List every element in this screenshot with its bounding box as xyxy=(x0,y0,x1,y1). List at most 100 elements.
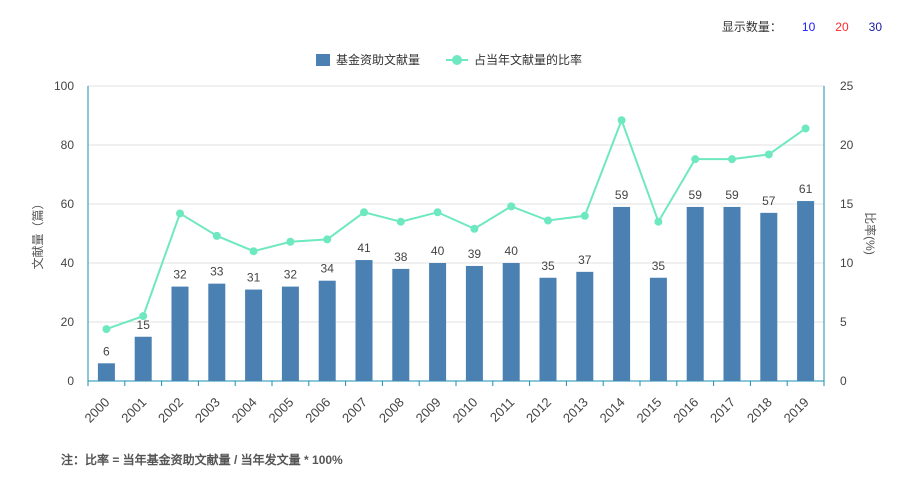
y2-axis-title: 比率(%) xyxy=(863,212,878,255)
bar-value-label: 31 xyxy=(247,271,261,285)
bar xyxy=(208,283,226,381)
legend-line-swatch xyxy=(446,54,468,66)
ratio-point xyxy=(433,208,442,217)
ratio-point xyxy=(176,209,184,218)
x-tick-label: 2012 xyxy=(523,395,554,426)
bar xyxy=(723,206,741,381)
bar xyxy=(686,206,704,381)
bar-value-label: 34 xyxy=(321,262,335,276)
x-tick-label: 2019 xyxy=(781,395,812,426)
x-tick-label: 2018 xyxy=(744,395,775,426)
ratio-point xyxy=(617,116,626,125)
y-tick-label: 20 xyxy=(61,315,75,329)
x-tick-label: 2008 xyxy=(376,395,407,426)
y-tick-label: 40 xyxy=(61,256,75,270)
ratio-point xyxy=(323,235,332,244)
ratio-point xyxy=(470,224,479,233)
x-tick-label: 2017 xyxy=(707,395,738,426)
bar-value-label: 40 xyxy=(505,244,519,258)
ratio-point xyxy=(212,231,221,240)
ratio-point xyxy=(801,124,810,133)
x-tick-label: 2009 xyxy=(413,395,444,426)
y2-tick-label: 15 xyxy=(840,197,854,211)
x-tick-label: 2005 xyxy=(265,395,296,426)
x-tick-label: 2014 xyxy=(597,395,628,426)
display-count-option-10[interactable]: 10 xyxy=(801,19,816,34)
bar-value-label: 59 xyxy=(725,188,739,202)
y-tick-label: 60 xyxy=(61,197,75,211)
y-tick-label: 80 xyxy=(61,138,75,152)
ratio-point xyxy=(139,312,148,321)
x-tick-label: 2004 xyxy=(229,395,260,426)
bar xyxy=(281,286,299,381)
bar-value-label: 37 xyxy=(578,253,592,267)
y2-tick-label: 20 xyxy=(840,138,854,152)
bar xyxy=(539,277,557,381)
bar xyxy=(134,336,152,381)
bar-value-label: 61 xyxy=(799,182,813,196)
bar xyxy=(760,212,778,381)
ratio-point xyxy=(764,150,773,159)
display-count-label: 显示数量： xyxy=(721,20,782,34)
bar-value-label: 41 xyxy=(357,241,371,255)
chart-note: 注：比率 = 当年基金资助文献量 / 当年发文量 * 100% xyxy=(61,453,343,467)
x-tick-label: 2002 xyxy=(155,395,186,426)
y2-tick-label: 0 xyxy=(840,374,847,388)
bar xyxy=(502,263,520,381)
x-tick-label: 2011 xyxy=(487,395,517,425)
legend-line-label: 占当年文献量的比率 xyxy=(474,53,583,67)
bar-value-label: 32 xyxy=(284,268,298,282)
bar xyxy=(797,201,815,381)
ratio-point xyxy=(728,155,736,164)
bar xyxy=(318,280,336,381)
display-count-option-20[interactable]: 20 xyxy=(835,19,849,34)
x-tick-label: 2007 xyxy=(339,395,370,426)
bar xyxy=(465,265,483,381)
bar-value-label: 57 xyxy=(762,194,776,208)
bar xyxy=(245,289,263,381)
bar xyxy=(97,363,115,381)
ratio-point xyxy=(360,208,368,217)
ratio-point xyxy=(249,247,258,256)
legend-bar-swatch xyxy=(315,53,330,66)
x-tick-label: 2016 xyxy=(670,395,701,426)
ratio-point xyxy=(396,217,405,226)
ratio-point xyxy=(580,211,589,220)
bar-value-label: 6 xyxy=(103,344,110,358)
bar-value-label: 35 xyxy=(541,259,555,273)
x-tick-label: 2015 xyxy=(633,395,664,426)
y2-tick-label: 5 xyxy=(840,315,847,329)
bar-value-label: 40 xyxy=(431,244,445,258)
ratio-point xyxy=(102,325,111,334)
legend-item-bar[interactable]: 基金资助文献量 xyxy=(315,51,420,68)
ratio-line xyxy=(106,117,807,331)
bar-value-label: 38 xyxy=(394,250,408,264)
ratio-point xyxy=(654,217,663,226)
bar-value-label: 35 xyxy=(652,259,666,273)
bar xyxy=(613,206,631,381)
bar xyxy=(171,286,189,381)
bar xyxy=(649,277,667,381)
bar-value-label: 39 xyxy=(468,247,482,261)
y2-tick-label: 25 xyxy=(840,79,854,93)
display-count-option-30[interactable]: 30 xyxy=(868,19,882,34)
bar xyxy=(355,260,373,381)
bar-value-label: 59 xyxy=(689,188,703,202)
bar-value-label: 33 xyxy=(210,265,224,279)
chart-legend: 基金资助文献量 占当年文献量的比率 xyxy=(0,51,898,68)
bar-value-label: 32 xyxy=(173,268,187,282)
x-tick-label: 2003 xyxy=(192,395,223,426)
x-tick-label: 2013 xyxy=(560,395,591,426)
bar xyxy=(429,263,447,381)
y-tick-label: 100 xyxy=(54,79,74,93)
legend-bar-label: 基金资助文献量 xyxy=(335,53,420,67)
y-tick-label: 0 xyxy=(67,374,74,388)
x-tick-label: 2006 xyxy=(302,395,333,426)
bar xyxy=(576,271,594,381)
legend-item-line[interactable]: 占当年文献量的比率 xyxy=(446,51,582,68)
x-tick-label: 2001 xyxy=(118,395,149,426)
bar-value-label: 59 xyxy=(615,188,629,202)
x-tick-label: 2000 xyxy=(81,395,112,426)
x-tick-label: 2010 xyxy=(449,395,480,426)
